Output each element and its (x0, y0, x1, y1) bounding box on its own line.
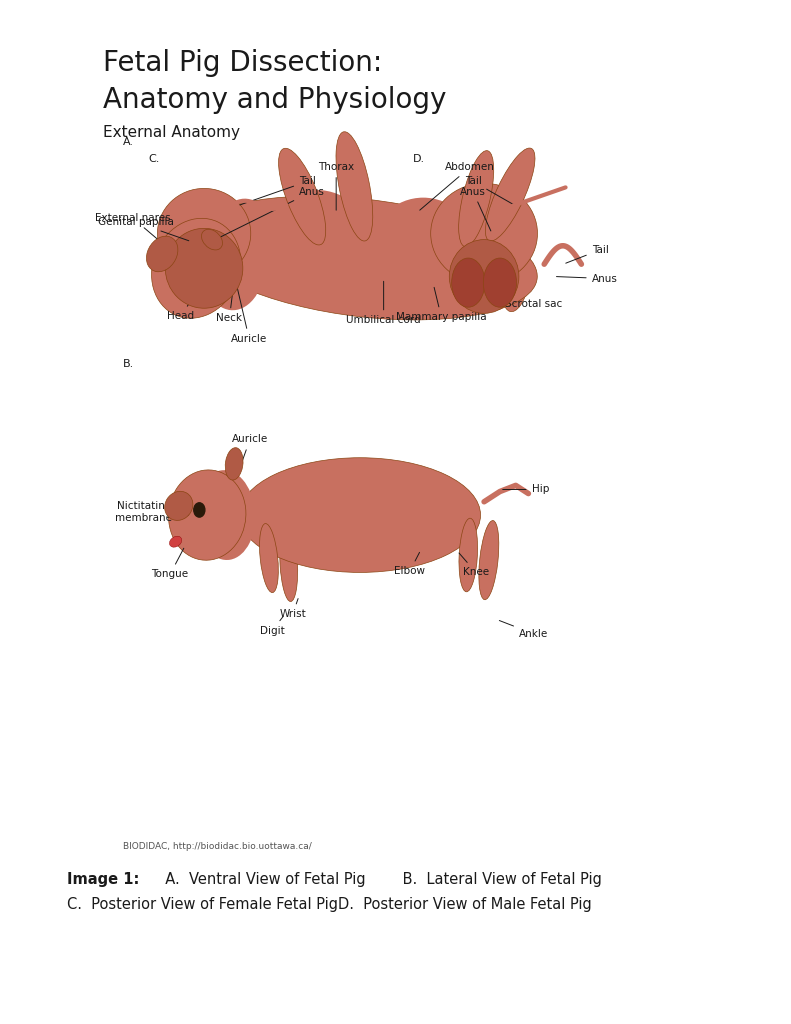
Ellipse shape (168, 470, 246, 560)
Text: Ankle: Ankle (499, 621, 548, 639)
Text: Anus: Anus (557, 273, 618, 284)
Ellipse shape (438, 250, 467, 311)
Ellipse shape (280, 525, 297, 601)
Text: D.: D. (413, 154, 425, 164)
Ellipse shape (452, 258, 485, 307)
Ellipse shape (195, 470, 255, 560)
Text: A.: A. (123, 137, 134, 147)
Ellipse shape (336, 132, 373, 241)
Ellipse shape (459, 151, 494, 247)
Ellipse shape (159, 252, 186, 309)
Text: Tail: Tail (240, 176, 316, 205)
Ellipse shape (222, 252, 249, 309)
Text: Fetal Pig Dissection:: Fetal Pig Dissection: (103, 49, 382, 77)
Ellipse shape (152, 218, 240, 318)
Ellipse shape (240, 458, 481, 572)
Text: Umbilical cord: Umbilical cord (346, 282, 421, 326)
Text: External nares: External nares (95, 213, 171, 250)
Text: Neck: Neck (217, 290, 242, 324)
Text: Tongue: Tongue (152, 548, 188, 580)
Ellipse shape (225, 447, 243, 480)
Text: Image 1:: Image 1: (67, 872, 139, 888)
Ellipse shape (165, 228, 243, 308)
Text: A.  Ventral View of Fetal Pig        B.  Lateral View of Fetal Pig: A. Ventral View of Fetal Pig B. Lateral … (156, 872, 602, 888)
Text: Wrist: Wrist (279, 599, 306, 620)
Ellipse shape (483, 258, 517, 307)
Text: Scrotal sac: Scrotal sac (489, 284, 562, 309)
Text: Abdomen: Abdomen (420, 162, 495, 210)
Text: Tail: Tail (464, 176, 513, 205)
Text: BIODIDAC, http://biodidac.bio.uottawa.ca/: BIODIDAC, http://biodidac.bio.uottawa.ca… (123, 842, 312, 851)
Ellipse shape (372, 198, 475, 298)
Text: Anus: Anus (218, 186, 325, 239)
Ellipse shape (501, 250, 530, 311)
Ellipse shape (169, 537, 182, 547)
Ellipse shape (486, 148, 535, 241)
Ellipse shape (259, 523, 278, 593)
Ellipse shape (479, 520, 499, 600)
Text: Digit: Digit (259, 616, 285, 636)
Text: Anatomy and Physiology: Anatomy and Physiology (103, 86, 446, 114)
Text: C.: C. (149, 154, 160, 164)
Text: Auricle: Auricle (230, 257, 267, 344)
Ellipse shape (202, 229, 222, 250)
Text: External Anatomy: External Anatomy (103, 125, 240, 140)
Ellipse shape (191, 197, 537, 319)
Ellipse shape (459, 518, 478, 592)
Ellipse shape (146, 237, 178, 271)
Text: Anus: Anus (460, 186, 491, 231)
Text: Hip: Hip (503, 484, 549, 495)
Text: Elbow: Elbow (394, 552, 426, 577)
Ellipse shape (278, 148, 326, 245)
Ellipse shape (431, 183, 538, 284)
Text: Auricle: Auricle (232, 434, 268, 461)
Ellipse shape (449, 240, 519, 313)
Ellipse shape (165, 492, 193, 520)
Text: B.: B. (123, 358, 134, 369)
Text: Mammary papilla: Mammary papilla (396, 288, 486, 323)
Text: Nictitating
membrane: Nictitating membrane (115, 501, 188, 523)
Text: Tail: Tail (566, 245, 608, 263)
Text: C.  Posterior View of Female Fetal PigD.  Posterior View of Male Fetal Pig: C. Posterior View of Female Fetal PigD. … (67, 897, 592, 912)
Text: Knee: Knee (459, 553, 489, 578)
Text: Head: Head (167, 291, 198, 322)
Ellipse shape (261, 190, 372, 297)
Text: Genital papilla: Genital papilla (98, 217, 189, 241)
Text: Thorax: Thorax (318, 162, 354, 210)
Ellipse shape (157, 188, 251, 279)
Ellipse shape (202, 218, 265, 310)
Circle shape (194, 503, 205, 517)
